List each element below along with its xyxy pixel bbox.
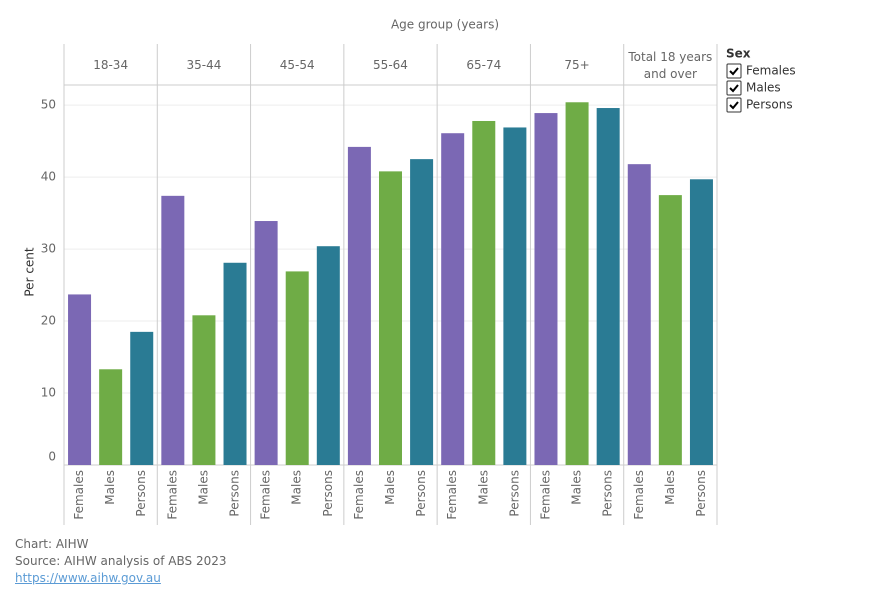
panel-header: 55-64 <box>373 58 408 72</box>
x-tick-label: Females <box>538 470 552 520</box>
x-tick-label: Males <box>196 470 210 505</box>
y-tick-label: 40 <box>41 170 56 184</box>
panel-label: 75+ <box>564 58 590 72</box>
x-tick-label: Persons <box>321 470 335 517</box>
bar <box>658 195 682 465</box>
x-tick-label: Persons <box>694 470 708 517</box>
bar <box>68 294 92 465</box>
panel-header: Total 18 years and over <box>628 49 713 81</box>
x-tick-label: Males <box>290 470 304 505</box>
footer-source: Source: AIHW analysis of ABS 2023 <box>15 554 227 568</box>
legend-check <box>729 101 739 110</box>
bar <box>689 179 713 465</box>
x-tick-label: Males <box>476 470 490 505</box>
x-tick-label: Males <box>103 470 117 505</box>
legend-title: Sex <box>726 47 751 61</box>
panel-label: 35-44 <box>186 58 222 72</box>
chart: Age group (years) Per cent Sex 0 10 20 30 40… <box>23 18 796 525</box>
y-tick-label: 10 <box>41 386 56 400</box>
x-tick-label: Females <box>72 470 86 520</box>
bar <box>130 331 154 465</box>
x-tick-label: Persons <box>228 470 242 517</box>
panel-header: 18-34 <box>93 58 129 72</box>
bar <box>379 171 402 465</box>
panel-header: 65-74 <box>466 58 502 72</box>
footer-link-wrap: https://www.aihw.gov.au <box>15 571 161 585</box>
bar <box>534 113 558 466</box>
bar <box>192 315 216 465</box>
panel-header: 45-54 <box>279 58 315 72</box>
footer-link[interactable]: https://www.aihw.gov.au <box>15 571 161 585</box>
legend-label: Males <box>746 81 781 95</box>
bar <box>503 127 527 465</box>
bar <box>347 146 371 466</box>
x-tick-label: Males <box>570 470 584 505</box>
x-tick-label: Persons <box>507 470 521 517</box>
panel-header: 75+ <box>564 58 590 72</box>
x-tick-label: Females <box>259 470 273 520</box>
x-tick-label: Males <box>663 470 677 505</box>
bar <box>285 271 309 465</box>
bar <box>627 164 651 465</box>
panel-label: 45-54 <box>279 58 315 72</box>
x-axis-title: Age group (years) <box>391 18 499 32</box>
bar <box>223 262 247 465</box>
bar <box>565 102 589 465</box>
y-tick-label: 50 <box>41 98 56 112</box>
x-tick-label: Persons <box>414 470 428 517</box>
x-tick-label: Females <box>352 470 366 520</box>
bar <box>99 369 123 465</box>
x-tick-label: Persons <box>601 470 615 517</box>
bar <box>441 133 465 465</box>
panel-label: 55-64 <box>373 58 408 72</box>
y-tick-label: 20 <box>41 314 56 328</box>
bar <box>254 221 278 465</box>
y-tick-label: 0 <box>48 450 56 464</box>
bar <box>316 246 340 465</box>
bar <box>596 108 620 465</box>
x-tick-label: Persons <box>134 470 148 517</box>
bar <box>161 195 185 466</box>
x-tick-label: Females <box>165 470 179 520</box>
y-axis-title: Per cent <box>23 247 37 297</box>
bar <box>472 120 496 465</box>
legend-checkbox <box>726 97 742 113</box>
y-tick-label: 30 <box>41 242 56 256</box>
panel-label: 65-74 <box>466 58 502 72</box>
panel-label: 18-34 <box>93 58 129 72</box>
x-tick-label: Females <box>445 470 459 520</box>
panel-label: Total 18 years and over <box>628 49 713 81</box>
footer-chart: Chart: AIHW <box>15 537 89 551</box>
x-tick-label: Males <box>383 470 397 505</box>
bar <box>410 159 434 465</box>
legend-label: Persons <box>746 98 793 112</box>
legend-checkbox <box>726 80 742 96</box>
legend-check <box>729 67 739 76</box>
legend-label: Females <box>746 64 796 78</box>
panel-header: 35-44 <box>186 58 222 72</box>
legend-check <box>729 84 739 93</box>
legend-checkbox <box>726 63 742 79</box>
x-tick-label: Females <box>632 470 646 520</box>
